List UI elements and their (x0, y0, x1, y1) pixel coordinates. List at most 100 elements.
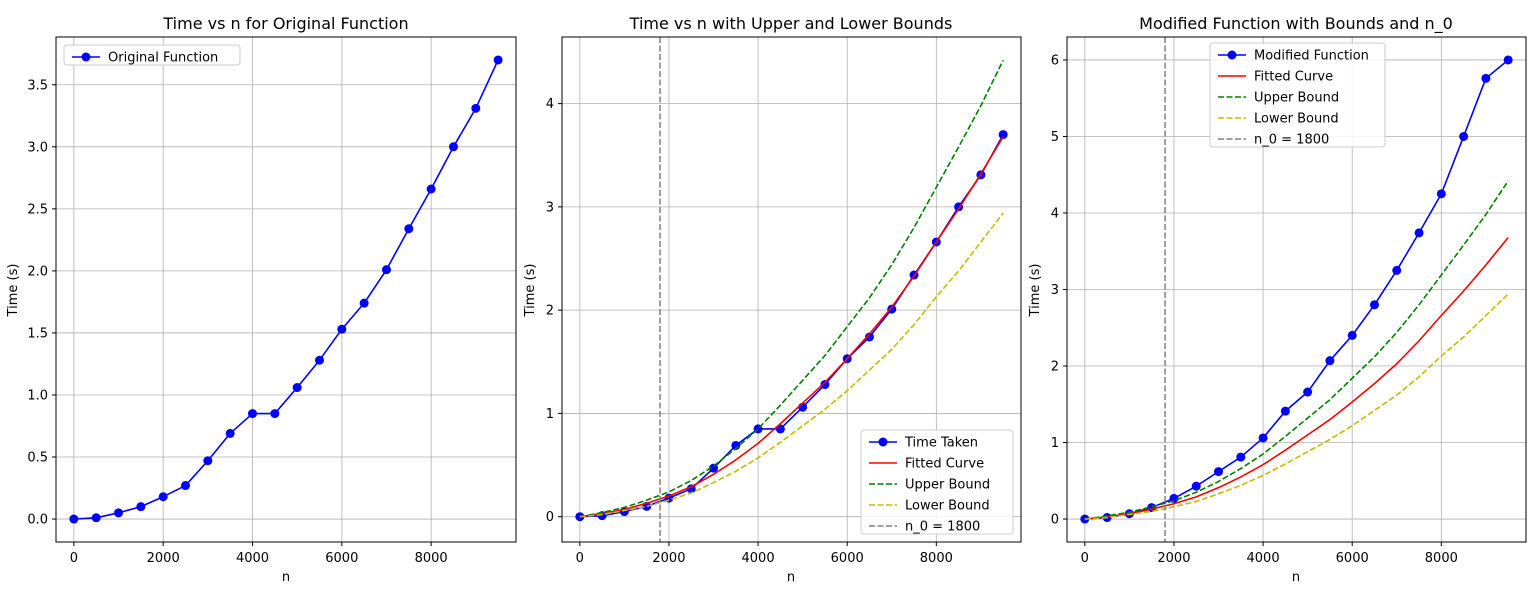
legend-box (1209, 42, 1386, 148)
chart-modified-plot-area: 0 2000 4000 6000 8000 0 1 2 3 4 5 6 Modified Functio… (1051, 36, 1527, 566)
y-tick-label: 1.0 (27, 388, 48, 403)
legend-label-time-taken: Time Taken (904, 436, 978, 451)
legend-marker (878, 437, 888, 447)
chart-bounds-plot-area: 0 2000 4000 6000 8000 0 1 2 3 4 Time Taken Fitted C… (546, 36, 1022, 566)
data-point (1236, 452, 1246, 462)
series-upper-bound-line (1084, 180, 1509, 520)
data-point (91, 513, 101, 523)
y-tick-label: 2 (1051, 360, 1059, 375)
y-tick-label: 5 (1051, 130, 1059, 145)
x-tick-label: 6000 (831, 551, 864, 566)
chart-bounds-series (575, 37, 1008, 542)
x-tick-label: 4000 (236, 551, 269, 566)
data-point (1191, 481, 1201, 491)
chart-modified-y-axis-label: Time (s) (1028, 264, 1043, 318)
data-point (1459, 131, 1469, 141)
chart-bounds: Time vs n with Upper and Lower Bounds 0 2… (523, 14, 1022, 585)
x-tick-label: 4000 (742, 551, 775, 566)
series-lower-bound-line (1084, 293, 1509, 520)
x-tick-label: 4000 (1247, 551, 1280, 566)
data-point (181, 481, 191, 491)
x-tick-label: 6000 (1336, 551, 1369, 566)
chart-bounds-y-axis-label: Time (s) (523, 264, 538, 318)
data-point (359, 298, 369, 308)
data-point (1325, 356, 1335, 366)
data-point (203, 456, 213, 466)
x-tick-label: 8000 (920, 551, 953, 566)
data-point (575, 512, 585, 522)
series-fitted-curve-line (579, 136, 1004, 518)
data-point (1414, 228, 1424, 238)
chart-original-series (69, 55, 503, 524)
data-point (1303, 387, 1313, 397)
chart-bounds-legend: Time Taken Fitted Curve Upper Bound Lower B… (860, 429, 1014, 535)
x-tick-label: 6000 (325, 551, 358, 566)
legend-label-modified-function: Modified Function (1254, 49, 1369, 64)
data-point (1258, 433, 1268, 443)
chart-original-axes-frame (55, 36, 517, 543)
legend-label-lower-bound: Lower Bound (905, 499, 990, 514)
data-point (1436, 189, 1446, 199)
legend-label-upper-bound: Upper Bound (905, 478, 990, 493)
data-point (887, 304, 897, 314)
data-point (820, 380, 830, 390)
legend-marker (81, 52, 91, 62)
series-upper-bound-line (579, 59, 1004, 518)
chart-modified-ticks: 0 2000 4000 6000 8000 0 1 2 3 4 5 6 (1051, 53, 1458, 566)
x-tick-label: 2000 (1157, 551, 1190, 566)
chart-original-title: Time vs n for Original Function (162, 14, 408, 33)
data-point (1347, 330, 1357, 340)
chart-bounds-title: Time vs n with Upper and Lower Bounds (629, 14, 953, 33)
legend-box (860, 429, 1014, 535)
legend-box (63, 44, 241, 66)
data-point (864, 332, 874, 342)
data-point (1369, 300, 1379, 310)
data-point (114, 508, 124, 518)
chart-original-ticks: 0 2000 4000 6000 8000 0.0 0.5 1.0 1.5 2.0 2.5 3.0 3.… (27, 78, 447, 566)
data-point (709, 463, 719, 473)
data-point (225, 428, 235, 438)
y-tick-label: 6 (1051, 53, 1059, 68)
data-point (136, 502, 146, 512)
chart-bounds-axes-frame (561, 36, 1022, 543)
x-tick-label: 0 (70, 551, 78, 566)
y-tick-label: 2.5 (27, 202, 48, 217)
data-point (292, 383, 302, 393)
series-fitted-curve-line (1084, 236, 1509, 520)
chart-original-plot-area: 0 2000 4000 6000 8000 0.0 0.5 1.0 1.5 2.0 2.5 3.0 3.… (27, 36, 517, 566)
chart-bounds-x-axis-label: n (787, 570, 795, 585)
chart-original-x-axis-label: n (282, 570, 290, 585)
chart-modified-legend: Modified Function Fitted Curve Upper Bound… (1209, 42, 1386, 148)
x-tick-label: 0 (576, 551, 584, 566)
legend-label-n-0-1800: n_0 = 1800 (1254, 133, 1329, 148)
legend-label-lower-bound: Lower Bound (1254, 112, 1339, 127)
data-point (448, 142, 458, 152)
legend-label-fitted-curve: Fitted Curve (1254, 70, 1333, 85)
chart-original-legend: Original Function (63, 44, 241, 66)
x-tick-label: 8000 (1425, 551, 1458, 566)
series-lower-bound-line (579, 212, 1004, 518)
y-tick-label: 3 (546, 200, 554, 215)
chart-original-y-axis-label: Time (s) (6, 264, 21, 318)
data-point (1392, 265, 1402, 275)
data-point (1481, 73, 1491, 83)
data-point (69, 514, 79, 524)
x-tick-label: 2000 (652, 551, 685, 566)
data-point (998, 130, 1008, 140)
chart-modified-x-axis-label: n (1292, 570, 1300, 585)
data-point (1280, 406, 1290, 416)
data-point (686, 484, 696, 494)
y-tick-label: 2.0 (27, 264, 48, 279)
legend-label-n-0-1800: n_0 = 1800 (905, 520, 980, 535)
chart-modified-series (1080, 37, 1513, 542)
data-point (337, 324, 347, 334)
data-point (314, 355, 324, 365)
data-point (471, 103, 481, 113)
y-tick-label: 0 (546, 510, 554, 525)
y-tick-label: 4 (1051, 206, 1059, 221)
x-tick-label: 8000 (415, 551, 448, 566)
chart-original-gridlines (56, 37, 516, 542)
y-tick-label: 1 (546, 407, 554, 422)
chart-modified: Modified Function with Bounds and n_0 0 2… (1028, 14, 1527, 585)
x-tick-label: 2000 (147, 551, 180, 566)
